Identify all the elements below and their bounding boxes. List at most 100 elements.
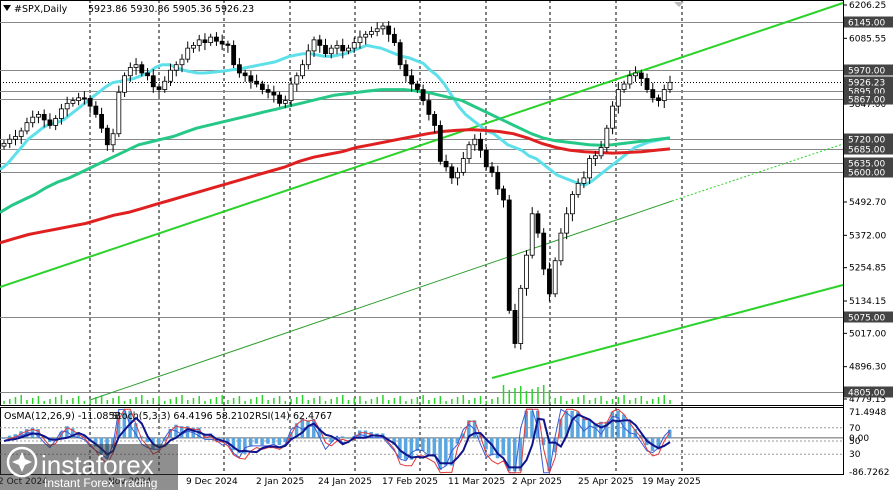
candle-body — [644, 78, 650, 90]
level-label: 6145.00 — [848, 19, 885, 29]
candle-body — [225, 43, 231, 46]
osma-bar — [70, 428, 75, 438]
candle-body — [259, 83, 265, 90]
osma-bar — [134, 423, 138, 438]
volume-bars — [3, 385, 671, 404]
candle-body — [277, 94, 282, 104]
osma-bar — [283, 437, 287, 443]
price-tick-label: 6206.25 — [849, 1, 886, 11]
time-tick-label: 2 Jan 2025 — [256, 477, 304, 487]
candle-body — [294, 75, 300, 85]
candle-body — [76, 97, 82, 101]
candle-body — [145, 72, 150, 77]
osma-bar — [260, 437, 264, 446]
candle-body — [139, 64, 145, 74]
osma-bar — [455, 437, 460, 444]
candle-body — [288, 83, 294, 101]
candle-body — [162, 80, 168, 90]
level-label-bg — [844, 93, 893, 105]
candle-body — [41, 113, 47, 121]
osma-bar — [610, 411, 615, 438]
osma-bar — [76, 431, 81, 438]
osma-bar — [564, 410, 569, 438]
candle-body — [231, 44, 237, 66]
candle-body — [581, 177, 587, 184]
candle-body — [13, 136, 18, 140]
candle-body — [592, 155, 598, 159]
candle-body — [466, 144, 472, 159]
osma-bar — [19, 431, 23, 438]
osc-tick-label: 30 — [849, 450, 861, 460]
candle-body — [535, 213, 541, 234]
candle-body — [305, 50, 311, 66]
candle-body — [449, 166, 455, 179]
collapse-triangle-icon[interactable] — [3, 5, 11, 11]
candle-body — [64, 102, 70, 110]
osma-bar — [558, 418, 563, 438]
candle-body — [87, 97, 93, 107]
osma-bar — [2, 437, 6, 439]
channel-line-mid — [89, 200, 673, 401]
osma-bar — [122, 410, 127, 438]
candle-body — [472, 138, 478, 146]
osma-bar — [271, 437, 276, 444]
osma-bar — [570, 410, 574, 438]
level-label-bg — [844, 386, 893, 398]
osma-bar — [13, 434, 17, 438]
candle-body — [374, 28, 380, 32]
candle-body — [99, 113, 105, 129]
price-tick-label: 4896.30 — [849, 363, 886, 373]
osma-bar — [593, 423, 597, 438]
level-label: 5720.00 — [848, 136, 885, 146]
time-tick-label: 19 May 2025 — [642, 477, 701, 487]
candle-body — [156, 86, 162, 90]
osma-bar — [340, 436, 345, 438]
price-tick-label: 5847.00 — [849, 100, 886, 110]
time-tick-label: 17 Feb 2025 — [382, 477, 438, 487]
level-label: 5895.00 — [848, 88, 885, 98]
candle-body — [575, 183, 581, 195]
stoch-main-line — [3, 408, 671, 474]
osma-bar — [93, 437, 98, 447]
candle-body — [483, 149, 489, 168]
osma-bar — [501, 437, 505, 456]
osma-bar — [524, 410, 528, 438]
osma-bar — [421, 437, 425, 451]
price-axis: 6206.256085.555967.705847.005726.305605.… — [843, 1, 893, 478]
osc-header-osma: OsMA(12,26,9) -11.0858 — [4, 411, 121, 422]
candle-body — [36, 113, 41, 118]
price-tick-label: 5254.85 — [849, 264, 886, 274]
osma-bar — [438, 437, 442, 470]
candle-body — [357, 36, 363, 44]
osma-bar — [312, 418, 316, 438]
candle-body — [432, 113, 438, 126]
osma-bar — [587, 418, 592, 438]
ma-green — [0, 88, 671, 214]
osma-bar — [139, 436, 144, 438]
osc-tick-label: -86.7262 — [849, 468, 889, 478]
candle-body — [386, 25, 392, 35]
candle-body — [650, 89, 656, 99]
candle-body — [587, 158, 593, 179]
time-tick-label: 24 Jan 2025 — [318, 477, 372, 487]
osma-bar — [398, 437, 402, 459]
osc-header-stoch: Stoch(5,3,3) 64.4196 58.2102 — [112, 411, 255, 422]
chart-header-symbol: #SPX,Daily — [14, 4, 68, 15]
candle-body — [248, 75, 254, 82]
osma-bar — [157, 437, 161, 447]
candle-body — [524, 254, 529, 289]
osma-bar — [323, 437, 328, 440]
osma-bar — [581, 418, 586, 438]
osma-bar — [7, 435, 12, 438]
level-label: 5926.23 — [848, 79, 885, 89]
candle-body — [242, 72, 248, 77]
candle-body — [300, 64, 305, 77]
osma-bar — [277, 437, 282, 446]
candle-body — [93, 105, 99, 115]
candle-body — [506, 199, 512, 311]
level-label: 5685.00 — [848, 146, 885, 156]
scroll-indicator-icon[interactable] — [674, 2, 684, 7]
candle-body — [598, 147, 604, 157]
